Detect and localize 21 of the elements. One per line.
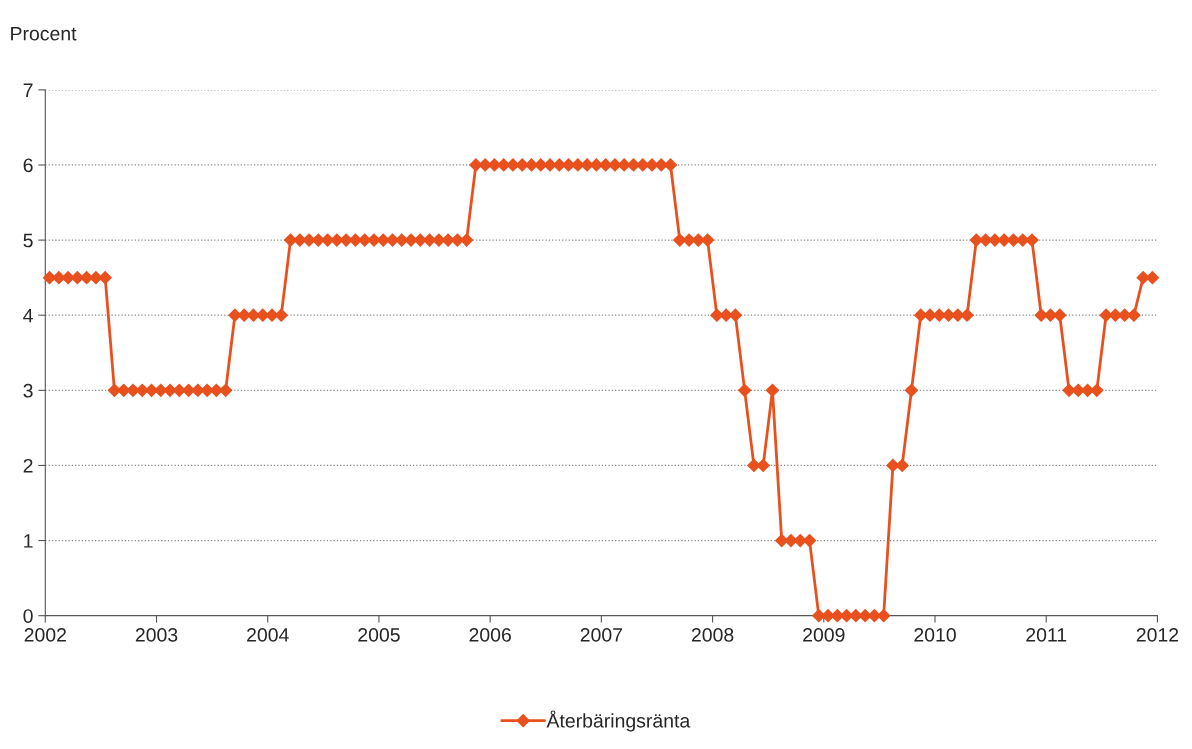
y-tick-label: 0 (23, 609, 33, 623)
y-tick-label: 2 (23, 458, 33, 473)
y-tick-label: 6 (23, 158, 33, 173)
x-tick-label: 2010 (914, 628, 956, 642)
y-tick-label: 3 (23, 383, 33, 398)
x-tick-label: 2007 (580, 628, 623, 642)
x-tick-label: 2009 (803, 628, 845, 642)
y-tick-label: 7 (23, 83, 33, 97)
x-tick-label: 2003 (135, 628, 178, 642)
x-tick-label: 2004 (247, 628, 289, 642)
x-tick-label: 2006 (469, 628, 511, 642)
x-tick-label: 2012 (1136, 628, 1179, 642)
x-tick-label: 2005 (358, 628, 400, 642)
y-tick-label: 4 (23, 308, 33, 323)
x-tick-label: 2011 (1026, 628, 1067, 642)
y-axis-title: Procent (11, 26, 77, 41)
x-tick-label: 2008 (691, 628, 734, 642)
x-tick-label: 2002 (24, 628, 66, 642)
y-tick-label: 1 (24, 534, 33, 548)
legend-label: Återbäringsränta (546, 710, 691, 732)
y-tick-label: 5 (23, 233, 33, 248)
